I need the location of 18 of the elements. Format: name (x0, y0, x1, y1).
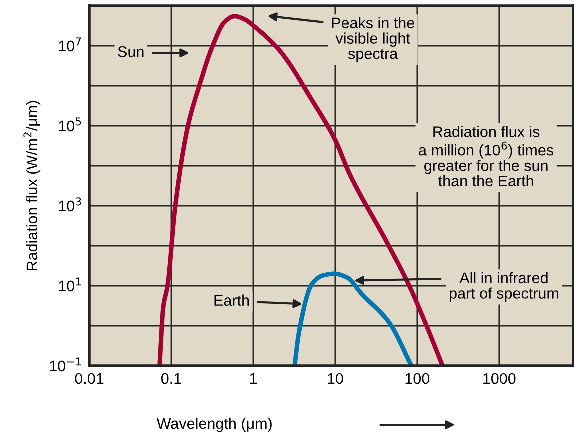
y-axis-title: Radiation flux (W/m$^{2}$/μm) (24, 101, 41, 271)
x-tick-label: 1000 (484, 373, 516, 384)
annotation: Peaks in the visible light spectra (332, 17, 414, 62)
y-tick-label: 10$^{3}$ (59, 198, 82, 212)
x-tick-label: 0.01 (75, 373, 104, 384)
x-tick-label: 1 (250, 374, 257, 384)
x-tick-label: 100 (406, 373, 430, 384)
y-tick-label: 10$^{5}$ (59, 118, 82, 132)
x-tick-label: 10 (328, 373, 344, 384)
y-tick-label: 10$^{1}$ (59, 278, 82, 292)
annotation: All in infrared part of spectrum (450, 272, 558, 302)
y-tick-label: 10$^{−1}$ (50, 358, 82, 372)
x-tick-label: 0.1 (161, 373, 182, 384)
x-axis-title: Wavelength (μm) (156, 418, 272, 432)
annotation: Sun (118, 46, 144, 58)
y-tick-label: 10$^{7}$ (59, 38, 82, 52)
annotation: Radiation flux is a million (10$^{6}$) times greater for the sun than the Earth (419, 126, 554, 187)
annotation: Earth (214, 294, 250, 306)
